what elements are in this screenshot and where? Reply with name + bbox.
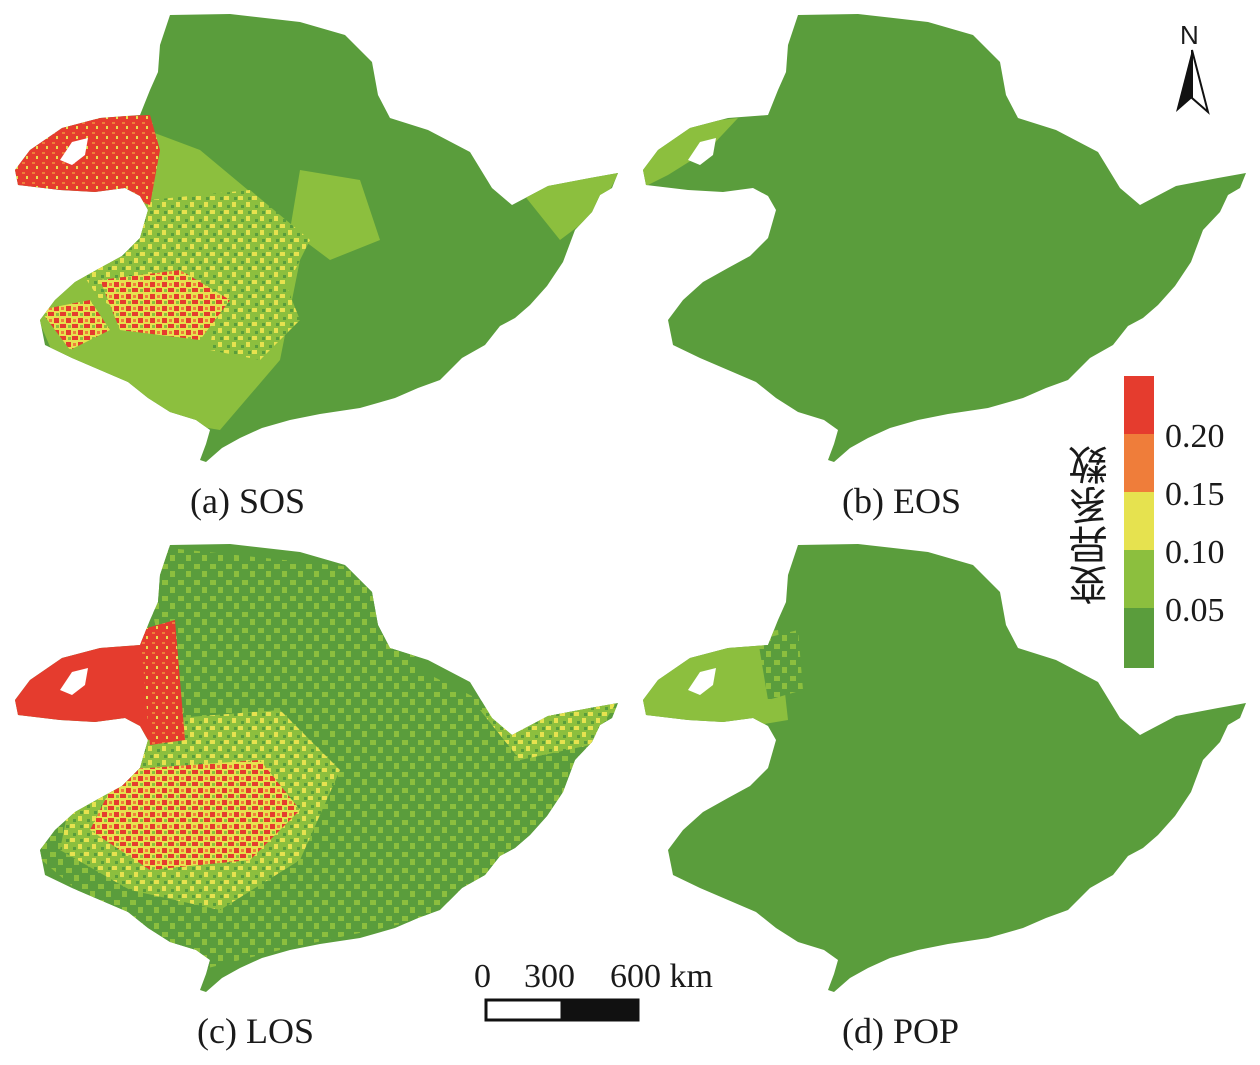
legend-tick-010: 0.10 — [1165, 534, 1225, 571]
legend-class-015-020 — [1124, 434, 1154, 492]
map-panel-sos — [15, 14, 618, 462]
north-label: N — [1180, 20, 1199, 50]
legend-class-below-005 — [1124, 608, 1154, 668]
panel-label-pop: (d) POP — [842, 1011, 960, 1051]
scale-label-0: 0 — [474, 958, 491, 995]
north-arrow-icon — [1176, 49, 1210, 115]
legend-class-010-015 — [1124, 492, 1154, 550]
panel-label-sos: (a) SOS — [190, 481, 305, 521]
panel-label-eos: (b) EOS — [842, 481, 961, 521]
map-panel-los — [15, 544, 618, 992]
panel-label-los: (c) LOS — [197, 1011, 314, 1051]
scale-label-600: 600 km — [610, 958, 713, 995]
legend-tick-020: 0.20 — [1165, 418, 1225, 455]
legend-tick-015: 0.15 — [1165, 476, 1225, 513]
legend-colorbar — [1124, 376, 1154, 668]
map-panel-eos — [643, 14, 1246, 462]
legend-class-above-020 — [1124, 376, 1154, 434]
legend-title: 变异系数 — [1069, 445, 1115, 605]
legend-tick-005: 0.05 — [1165, 592, 1225, 629]
scale-bar — [484, 998, 640, 1022]
scale-label-300: 300 — [524, 958, 575, 995]
legend-class-005-010 — [1124, 550, 1154, 608]
